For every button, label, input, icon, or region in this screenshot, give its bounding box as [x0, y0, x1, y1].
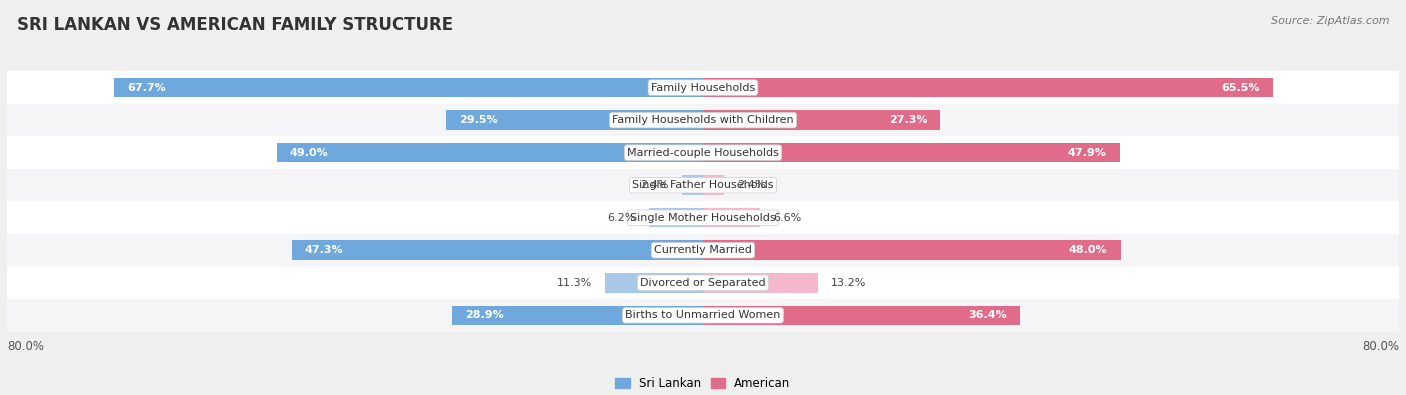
Text: 47.3%: 47.3% — [305, 245, 343, 255]
Bar — [7, 299, 1399, 331]
Text: Births to Unmarried Women: Births to Unmarried Women — [626, 310, 780, 320]
Bar — [7, 267, 1399, 299]
Bar — [703, 143, 1119, 162]
Text: 65.5%: 65.5% — [1222, 83, 1260, 92]
Bar — [703, 241, 1121, 260]
Text: Family Households: Family Households — [651, 83, 755, 92]
Text: 27.3%: 27.3% — [889, 115, 928, 125]
Bar — [605, 273, 703, 293]
Bar — [650, 208, 703, 228]
Text: 2.4%: 2.4% — [737, 180, 765, 190]
Text: Family Households with Children: Family Households with Children — [612, 115, 794, 125]
Text: 13.2%: 13.2% — [831, 278, 866, 288]
Bar — [7, 234, 1399, 267]
Bar — [451, 306, 703, 325]
Bar — [703, 175, 724, 195]
Text: 80.0%: 80.0% — [7, 340, 44, 353]
Text: 2.4%: 2.4% — [641, 180, 669, 190]
Text: Single Mother Households: Single Mother Households — [630, 213, 776, 223]
Text: 48.0%: 48.0% — [1069, 245, 1108, 255]
Bar — [7, 169, 1399, 201]
Text: Source: ZipAtlas.com: Source: ZipAtlas.com — [1271, 16, 1389, 26]
Text: 11.3%: 11.3% — [557, 278, 592, 288]
Bar — [277, 143, 703, 162]
Text: 67.7%: 67.7% — [127, 83, 166, 92]
Bar — [7, 201, 1399, 234]
Text: 47.9%: 47.9% — [1067, 148, 1107, 158]
Bar — [7, 71, 1399, 104]
Bar — [291, 241, 703, 260]
Text: 36.4%: 36.4% — [967, 310, 1007, 320]
Text: Married-couple Households: Married-couple Households — [627, 148, 779, 158]
Bar — [7, 136, 1399, 169]
Legend: Sri Lankan, American: Sri Lankan, American — [610, 372, 796, 395]
Bar — [703, 306, 1019, 325]
Bar — [114, 78, 703, 97]
Text: 28.9%: 28.9% — [464, 310, 503, 320]
Bar — [7, 104, 1399, 136]
Text: Divorced or Separated: Divorced or Separated — [640, 278, 766, 288]
Bar — [703, 208, 761, 228]
Text: 29.5%: 29.5% — [460, 115, 498, 125]
Bar — [703, 273, 818, 293]
Bar — [703, 78, 1272, 97]
Text: Single Father Households: Single Father Households — [633, 180, 773, 190]
Text: Currently Married: Currently Married — [654, 245, 752, 255]
Text: 49.0%: 49.0% — [290, 148, 329, 158]
Text: 6.6%: 6.6% — [773, 213, 801, 223]
Text: 6.2%: 6.2% — [607, 213, 636, 223]
Bar — [446, 110, 703, 130]
Bar — [703, 110, 941, 130]
Bar — [682, 175, 703, 195]
Text: SRI LANKAN VS AMERICAN FAMILY STRUCTURE: SRI LANKAN VS AMERICAN FAMILY STRUCTURE — [17, 16, 453, 34]
Text: 80.0%: 80.0% — [1362, 340, 1399, 353]
